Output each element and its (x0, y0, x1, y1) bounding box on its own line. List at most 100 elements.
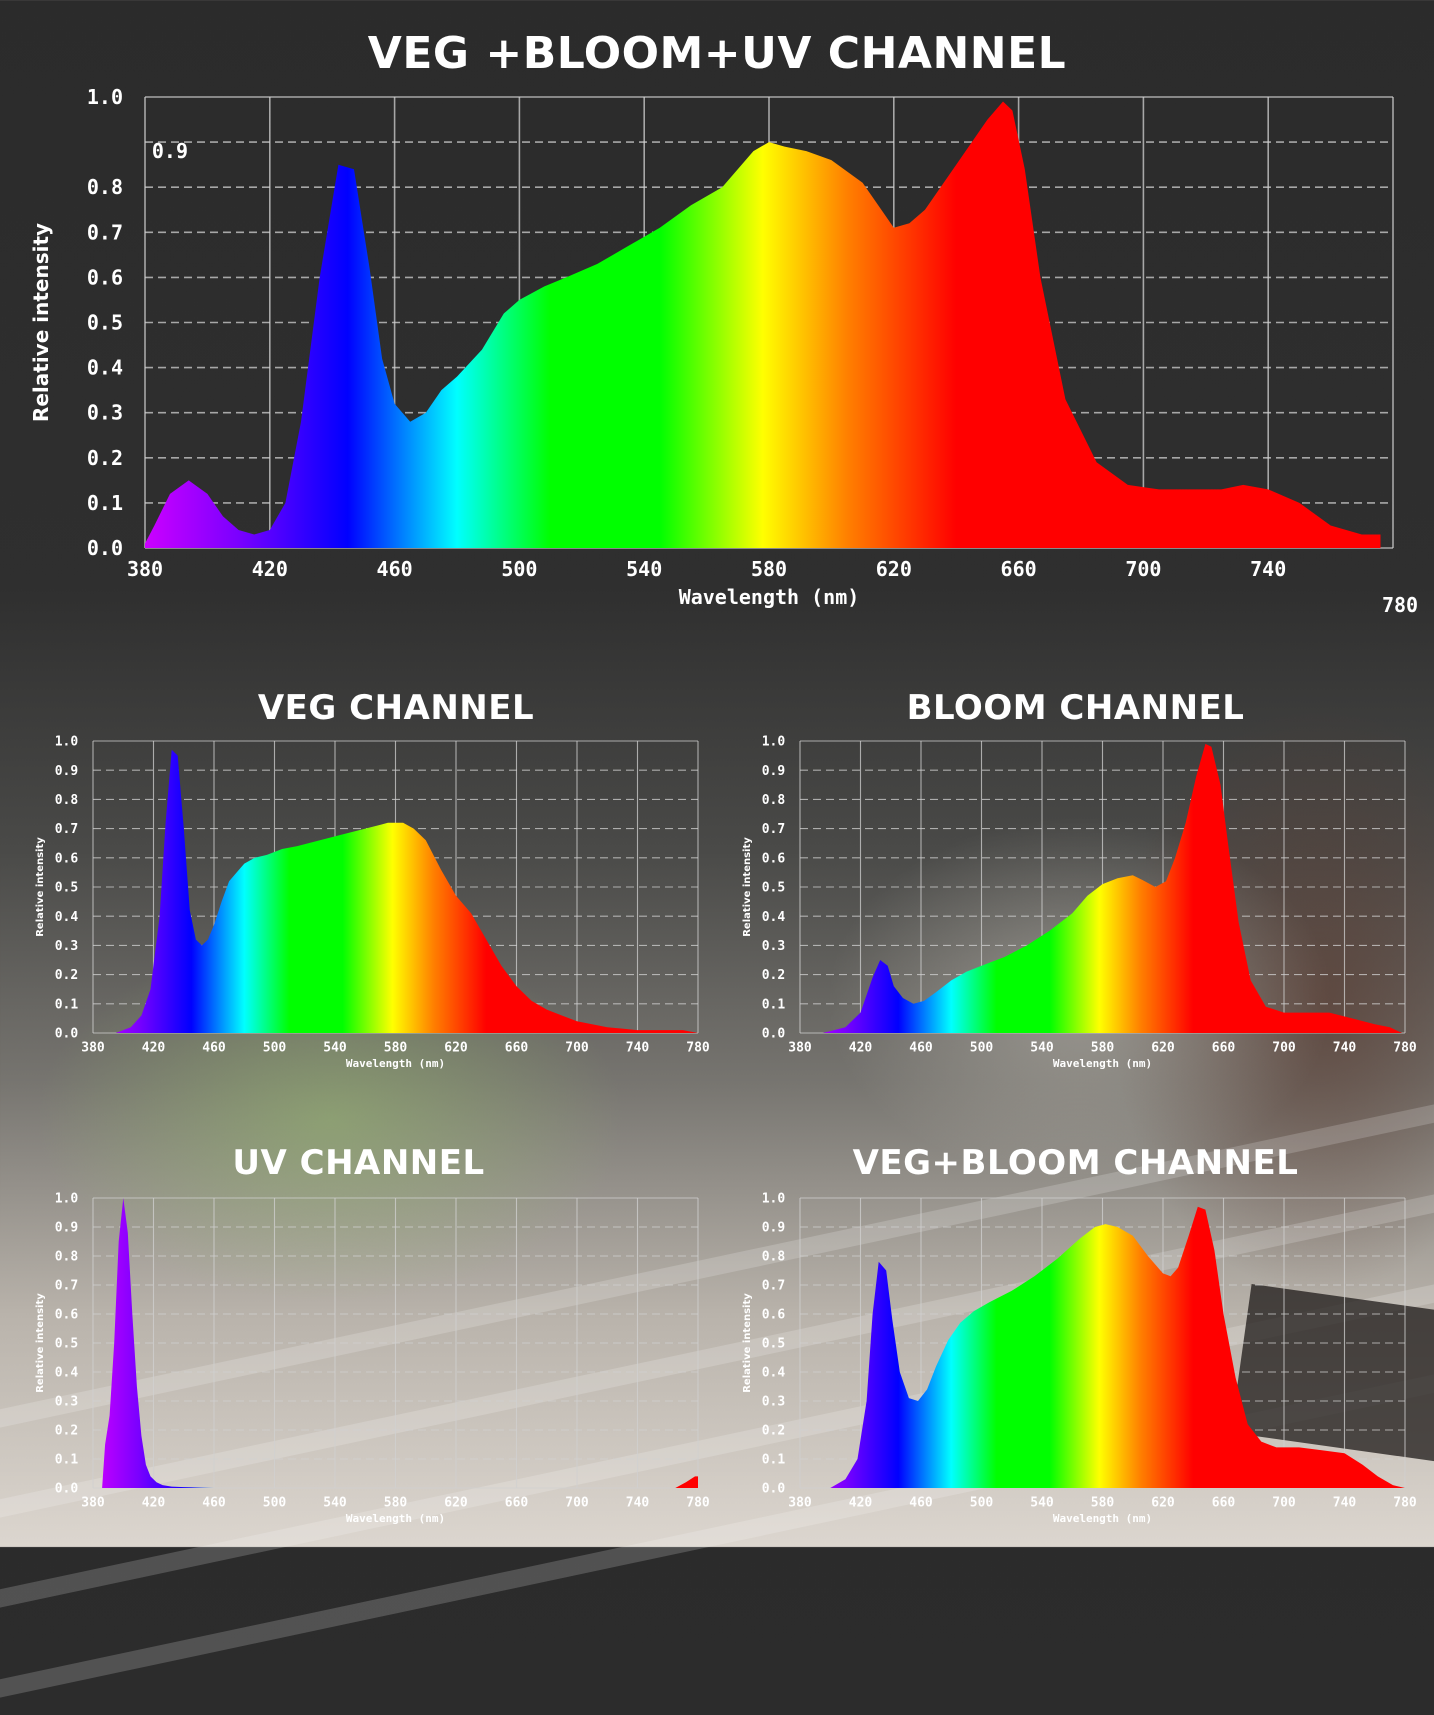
x-tick-label: 420 (849, 1496, 873, 1511)
combined-spectrum-chart: VEG +BLOOM+UV CHANNEL 0.0 0.1 0.2 0.3 0.4 0.5… (0, 0, 1434, 640)
y-tick-label: 0.5 (762, 1337, 785, 1352)
y-tick-label: 0.8 (87, 175, 123, 199)
y-tick-label: 0.4 (762, 910, 786, 925)
y-tick-label: 0.1 (55, 1453, 79, 1468)
x-axis-label: Wavelength (nm) (346, 1512, 445, 1525)
x-tick-label: 780 (1393, 1041, 1417, 1056)
y-tick-label: 0.6 (87, 265, 123, 289)
y-axis-label: Relative intensity (742, 837, 753, 937)
y-tick-label: 0.3 (55, 939, 78, 954)
x-tick-label: 620 (444, 1041, 468, 1056)
y-tick-label: 0.7 (87, 220, 123, 244)
bloom-spectrum-chart: BLOOM CHANNEL 0.0 0.1 0.2 0.3 0.4 0.5 0.6 0.7 0.… (717, 680, 1434, 1100)
x-tick-label: 500 (263, 1496, 287, 1511)
bloom-svg: 0.0 0.1 0.2 0.3 0.4 0.5 0.6 0.7 0.8 0.9 1.0 380 420 4… (742, 735, 1417, 1070)
y-tick-label: 0.8 (762, 1250, 786, 1265)
x-tick-label: 700 (565, 1496, 589, 1511)
y-tick-label: 0.7 (55, 1279, 78, 1294)
y-tick-label: 0.5 (762, 881, 785, 896)
y-tick-label: 0.7 (762, 822, 785, 837)
x-tick-label: 740 (1333, 1041, 1357, 1056)
y-tick-label: 0.6 (55, 851, 79, 866)
y-tick-label: 0.6 (762, 851, 786, 866)
x-tick-label: 780 (1393, 1496, 1417, 1511)
x-tick-label: 660 (505, 1496, 529, 1511)
x-tick-label: 500 (501, 557, 537, 581)
chart-title: VEG CHANNEL (257, 688, 535, 728)
x-tick-label: 460 (909, 1496, 933, 1511)
y-axis-label: Relative intensity (29, 223, 53, 422)
y-tick-label: 0.5 (55, 881, 78, 896)
y-tick-label: 0.0 (55, 1027, 79, 1042)
y-tick-label: 0.1 (762, 997, 786, 1012)
x-tick-label: 740 (1333, 1496, 1357, 1511)
x-tick-label: 620 (444, 1496, 468, 1511)
y-axis-label: Relative intensity (35, 837, 46, 937)
y-tick-label: 0.1 (762, 1453, 786, 1468)
chart-title: UV CHANNEL (232, 1143, 485, 1183)
x-tick-label: 540 (626, 557, 662, 581)
y-tick-label: 0.3 (55, 1395, 78, 1410)
x-tick-label: 700 (565, 1041, 589, 1056)
y-tick-label: 0.9 (762, 764, 785, 779)
x-tick-label: 500 (970, 1041, 994, 1056)
x-tick-label: 460 (909, 1041, 933, 1056)
spectrum-area (822, 743, 1402, 1033)
spectrum-area (145, 101, 1381, 548)
y-tick-label: 1.0 (87, 85, 123, 109)
x-tick-label: 420 (252, 557, 288, 581)
x-tick-label: 540 (323, 1496, 347, 1511)
x-axis-label: Wavelength (nm) (1053, 1512, 1152, 1525)
x-tick-label: 540 (323, 1041, 347, 1056)
y-tick-label: 0.5 (87, 311, 123, 335)
x-tick-label: 780 (686, 1041, 710, 1056)
x-tick-label: 380 (788, 1496, 812, 1511)
y-axis-label: Relative intensity (742, 1293, 753, 1393)
x-tick-label: 540 (1030, 1041, 1054, 1056)
x-tick-label: 380 (81, 1496, 105, 1511)
x-tick-label: 740 (626, 1041, 650, 1056)
y-axis-label: Relative intensity (35, 1293, 46, 1393)
x-tick-label: 740 (1250, 557, 1286, 581)
x-tick-label: 380 (81, 1041, 105, 1056)
y-tick-label: 0.0 (762, 1027, 786, 1042)
y-tick-label: 0.7 (762, 1279, 785, 1294)
y-tick-label: 0.8 (762, 793, 786, 808)
chart-title: BLOOM CHANNEL (906, 688, 1245, 728)
combined-svg: 0.0 0.1 0.2 0.3 0.4 0.5 0.6 0.7 0.8 0.9 1.0 380 420 4… (29, 85, 1418, 617)
x-tick-label: 660 (505, 1041, 529, 1056)
y-tick-label: 0.6 (762, 1308, 786, 1323)
y-tick-label: 0.9 (152, 139, 188, 163)
y-tick-label: 0.2 (762, 1424, 785, 1439)
x-tick-label: 540 (1030, 1496, 1054, 1511)
x-tick-label: 500 (970, 1496, 994, 1511)
vegbloom-spectrum-chart: VEG+BLOOM CHANNEL 0.0 0.1 0.2 0.3 0.4 0.5 0.6 0… (717, 1135, 1434, 1547)
x-tick-label: 580 (384, 1496, 408, 1511)
x-tick-label: 500 (263, 1041, 287, 1056)
x-tick-label: 580 (751, 557, 787, 581)
y-tick-label: 0.4 (55, 1366, 79, 1381)
spectrum-area (115, 749, 698, 1033)
x-tick-label: 660 (1001, 557, 1037, 581)
y-tick-label: 0.3 (762, 939, 785, 954)
y-tick-label: 0.9 (55, 764, 78, 779)
x-tick-label: 580 (1091, 1496, 1115, 1511)
y-tick-label: 1.0 (762, 1192, 786, 1207)
x-axis-label: Wavelength (nm) (1053, 1057, 1152, 1070)
y-tick-label: 0.3 (762, 1395, 785, 1410)
x-tick-label: 780 (686, 1496, 710, 1511)
x-tick-label: 660 (1212, 1496, 1236, 1511)
veg-svg: 0.0 0.1 0.2 0.3 0.4 0.5 0.6 0.7 0.8 0.9 1.0 380 420 4… (35, 735, 710, 1070)
y-tick-label: 0.0 (762, 1482, 786, 1497)
x-tick-label: 460 (202, 1496, 226, 1511)
x-tick-label: 660 (1212, 1041, 1236, 1056)
y-tick-label: 0.2 (762, 968, 785, 983)
y-tick-label: 1.0 (55, 735, 79, 750)
y-tick-label: 0.8 (55, 1250, 79, 1265)
x-tick-label: 420 (142, 1041, 166, 1056)
vegbloom-svg: 0.0 0.1 0.2 0.3 0.4 0.5 0.6 0.7 0.8 0.9 1.0 380 420 4… (742, 1192, 1417, 1525)
y-tick-label: 0.4 (762, 1366, 786, 1381)
y-tick-label: 0.9 (762, 1221, 785, 1236)
y-tick-label: 0.2 (55, 1424, 78, 1439)
spectrum-area (830, 1206, 1405, 1488)
